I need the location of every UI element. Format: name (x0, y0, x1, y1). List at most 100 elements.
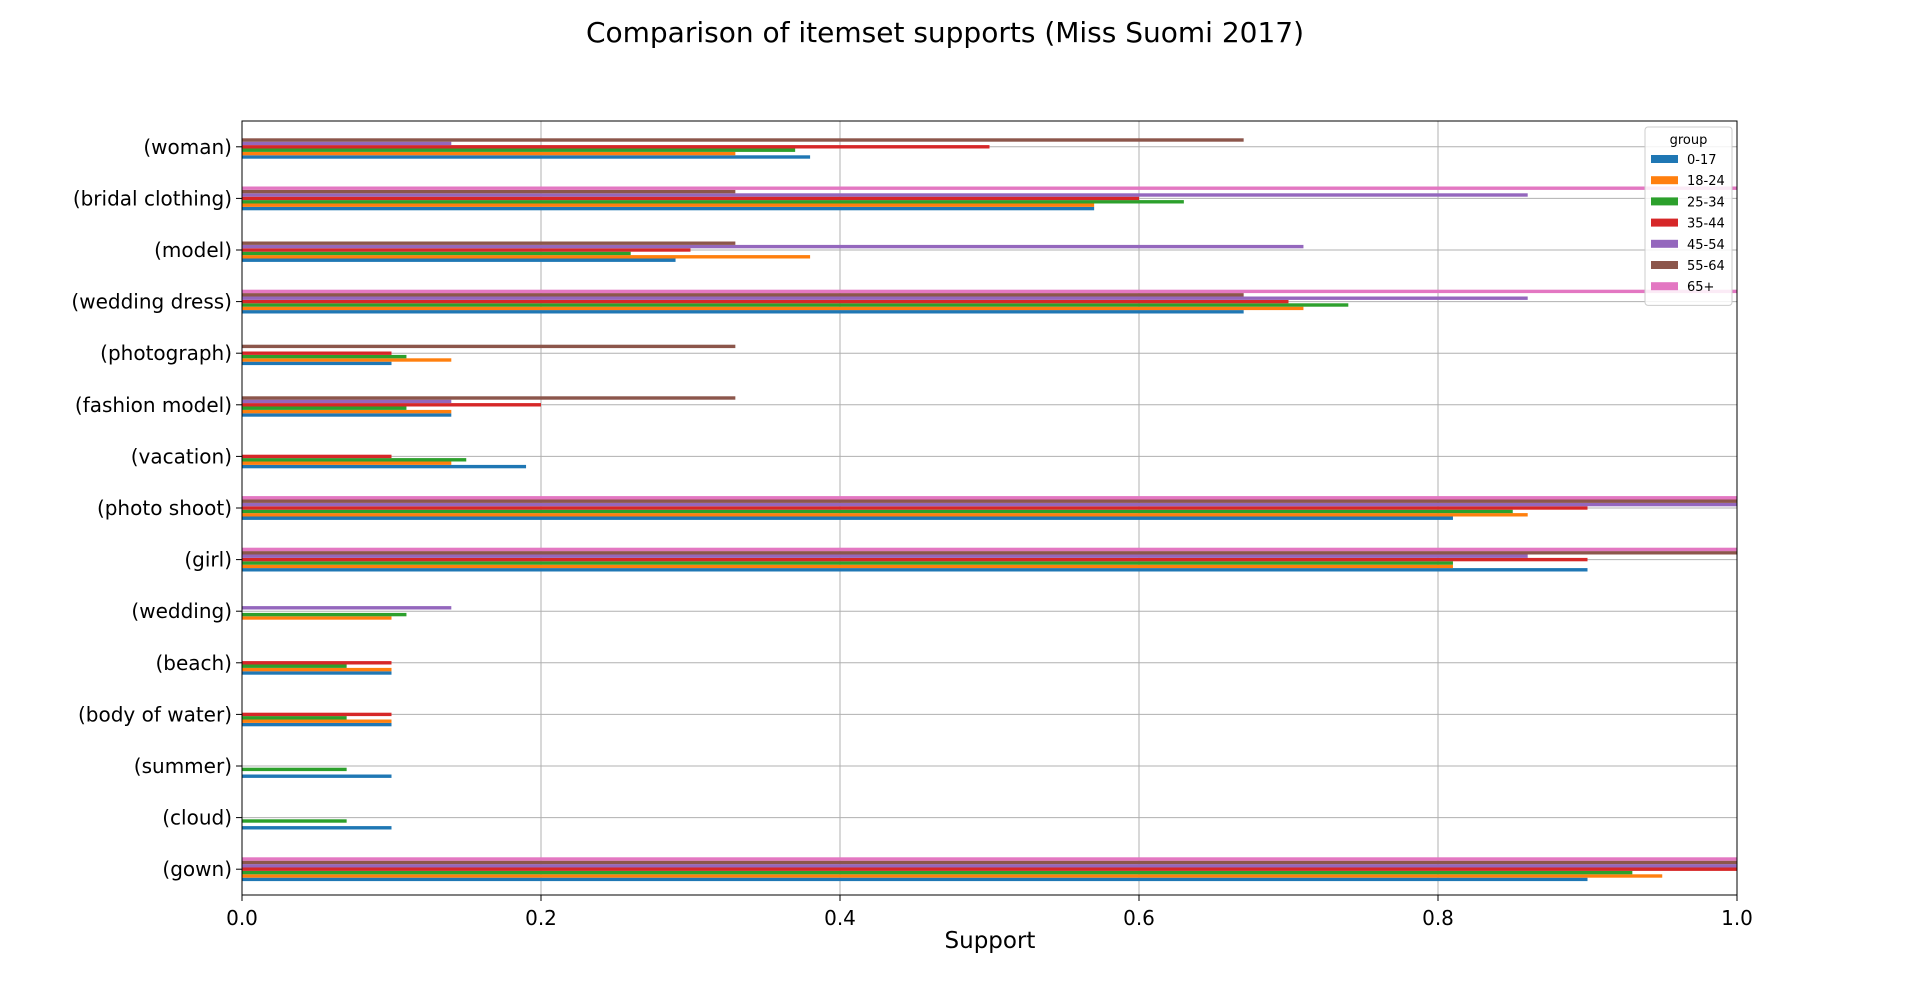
bar (242, 877, 1588, 882)
bar (242, 306, 1304, 311)
legend-swatch (1651, 282, 1678, 291)
bar (242, 413, 452, 417)
bar (242, 293, 1244, 297)
bar (242, 870, 1633, 875)
bar (242, 186, 1737, 190)
legend-swatch (1651, 218, 1678, 227)
bars (242, 138, 1737, 882)
axes (236, 120, 1738, 901)
x-tick-label: 0.8 (1422, 906, 1454, 930)
category-label: (gown) (162, 857, 232, 881)
bar (242, 148, 796, 152)
bar (242, 244, 1304, 249)
category-label: (beach) (155, 651, 232, 675)
bar (242, 361, 392, 366)
bar (242, 351, 392, 355)
bar (242, 499, 1737, 503)
bar (242, 461, 452, 465)
x-tick-labels: 0.0 0.2 0.4 0.6 0.8 1.0 (226, 906, 1753, 930)
bar (242, 193, 1528, 197)
category-label: (photograph) (100, 341, 232, 365)
bar (242, 496, 1737, 500)
bar (242, 564, 1453, 569)
bar (242, 719, 392, 723)
legend-label: 45-54 (1687, 238, 1725, 253)
category-label: (girl) (184, 548, 232, 572)
x-tick-label: 0.2 (525, 906, 557, 930)
bar (242, 196, 1139, 201)
category-label: (wedding dress) (71, 290, 232, 314)
x-tick-label: 0.6 (1123, 906, 1155, 930)
x-tick-label: 0.4 (824, 906, 856, 930)
category-label: (wedding) (131, 599, 232, 623)
bar (242, 344, 736, 349)
bar (242, 454, 392, 459)
bar (242, 551, 1737, 555)
plot-frame (241, 120, 1738, 896)
bar (242, 289, 1737, 294)
bar (242, 258, 676, 262)
category-label: (fashion model) (75, 393, 232, 417)
bar (242, 516, 1453, 520)
category-label: (cloud) (162, 806, 232, 830)
legend-label: 18-24 (1687, 174, 1725, 189)
bar (242, 396, 736, 400)
x-axis-label: Support (945, 928, 1036, 954)
legend-swatch (1651, 155, 1678, 163)
legend-swatch (1651, 239, 1678, 248)
x-tick-label: 1.0 (1721, 906, 1753, 930)
bar (242, 189, 736, 194)
bar (242, 458, 467, 462)
bar (242, 138, 1244, 142)
bar (242, 774, 392, 778)
bar (242, 874, 1663, 878)
bar (242, 671, 392, 675)
bar (242, 358, 452, 362)
bar (242, 141, 452, 146)
bar (242, 716, 347, 720)
bar (242, 255, 811, 259)
bar (242, 409, 452, 414)
bar (242, 561, 1453, 565)
bar (242, 151, 736, 156)
category-label: (model) (154, 238, 232, 262)
bar (242, 509, 1513, 514)
bar (242, 406, 407, 410)
bar (242, 403, 541, 407)
bar (242, 399, 452, 404)
category-label: (photo shoot) (97, 496, 232, 520)
bar (242, 206, 1095, 211)
bar (242, 502, 1737, 507)
category-label: (summer) (134, 754, 232, 778)
legend-label: 0-17 (1687, 153, 1717, 168)
bar (242, 506, 1588, 510)
category-labels: (woman) (bridal clothing) (model) (wedding … (71, 135, 232, 881)
bar (242, 200, 1184, 204)
legend-swatch (1651, 176, 1678, 185)
category-label: (vacation) (131, 444, 232, 468)
bar (242, 612, 407, 617)
bar (242, 554, 1528, 558)
bar (242, 251, 631, 256)
bar (242, 145, 990, 149)
bar (242, 464, 527, 469)
bar (242, 867, 1737, 871)
bar (242, 155, 811, 159)
legend-title: group (1670, 133, 1708, 148)
category-label: (body of water) (78, 702, 232, 726)
legend-label: 25-34 (1687, 195, 1725, 210)
bar (242, 826, 392, 830)
bar (242, 203, 1095, 207)
bar (242, 557, 1588, 562)
category-label: (bridal clothing) (73, 186, 232, 210)
legend-label: 65+ (1687, 280, 1714, 295)
bar (242, 568, 1588, 572)
bar (242, 667, 392, 672)
bar (242, 722, 392, 727)
bar (242, 661, 392, 665)
legend: group 0-17 18-24 25-34 35-44 45-54 55-64 65+ (1644, 126, 1733, 306)
bar (242, 664, 347, 668)
legend-swatch (1651, 261, 1678, 269)
legend-label: 35-44 (1687, 217, 1725, 232)
